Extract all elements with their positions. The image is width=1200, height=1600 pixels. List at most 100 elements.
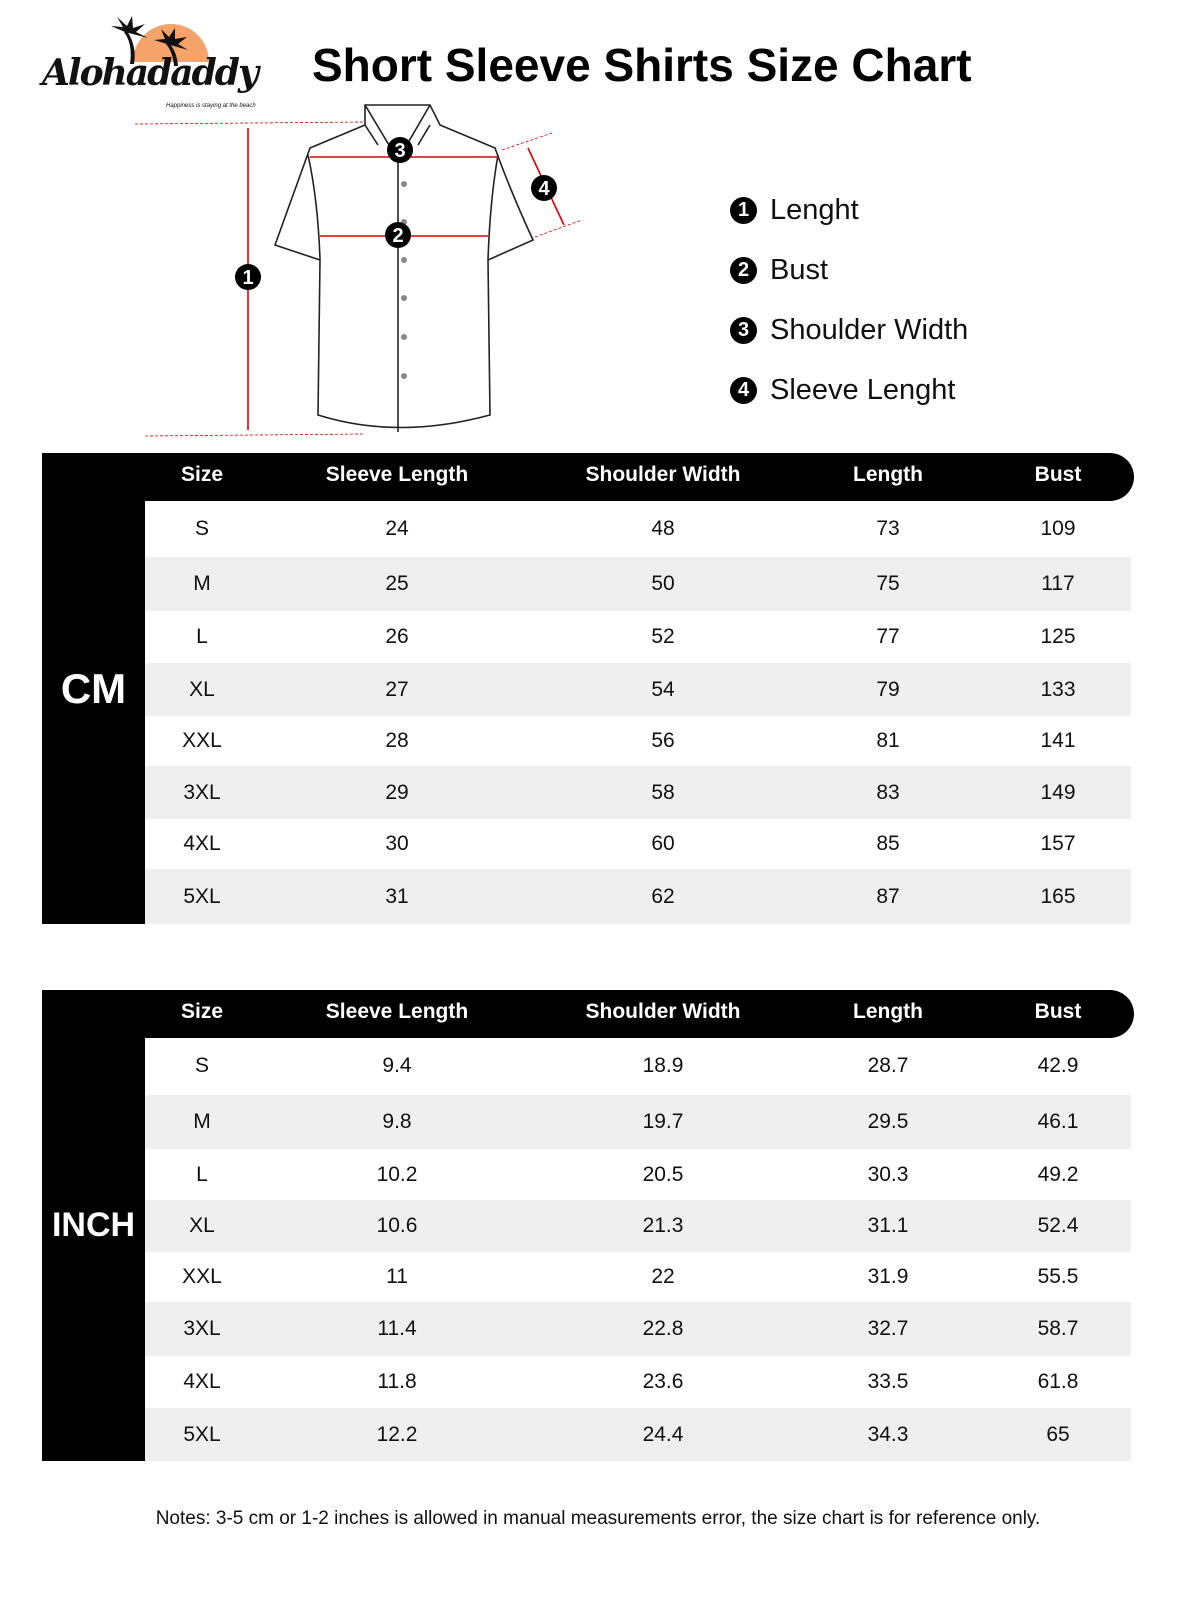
shirt-diagram: 1 2 3 4 — [134, 104, 583, 437]
table-cell: 23.6 — [642, 1370, 684, 1393]
legend-label: Lenght — [770, 193, 859, 226]
table-row: S 9.4 18.9 28.7 42.9 — [145, 1037, 1131, 1095]
table-cell: 125 — [1040, 625, 1076, 648]
table-row: 4XL 30 60 85 157 — [145, 819, 1131, 869]
table-cell: M — [193, 572, 211, 595]
legend-label: Shoulder Width — [770, 313, 969, 346]
table-cell: 31.9 — [867, 1265, 909, 1288]
table-cell: 165 — [1040, 884, 1076, 908]
column-header: Size — [180, 1000, 224, 1023]
table-cell: 65 — [1046, 1422, 1070, 1446]
table-cell: 54 — [651, 677, 675, 701]
table-cell: 117 — [1041, 572, 1075, 595]
table-row: M 25 50 75 117 — [145, 557, 1131, 611]
table-cell: 24.4 — [642, 1422, 684, 1446]
table-cell: 12.2 — [376, 1422, 418, 1446]
brand-name: Alohadaddy — [42, 52, 259, 94]
table-cell: 29 — [385, 780, 409, 804]
table-cell: 79 — [876, 677, 900, 701]
table-cell: 87 — [876, 884, 900, 908]
table-cell: 11 — [386, 1265, 408, 1288]
table-cell: 9.8 — [382, 1110, 412, 1133]
table-cell: XXL — [182, 729, 222, 752]
number-badge-icon: 3 — [730, 316, 757, 344]
table-cell: 149 — [1040, 780, 1076, 804]
table-row: M 9.8 19.7 29.5 46.1 — [145, 1095, 1131, 1149]
table-cell: 3XL — [183, 1317, 221, 1340]
table-cell: 157 — [1040, 832, 1076, 855]
column-header: Size — [180, 463, 224, 486]
table-cell: 11.4 — [377, 1317, 417, 1340]
table-cell: 62 — [651, 884, 675, 908]
table-cell: 3XL — [183, 780, 221, 804]
table-cell: 26 — [385, 625, 409, 648]
column-header: Bust — [1034, 1000, 1082, 1023]
table-cell: 9.4 — [382, 1054, 412, 1077]
table-row: XXL 11 22 31.9 55.5 — [145, 1252, 1131, 1302]
table-row: L 10.2 20.5 30.3 49.2 — [145, 1149, 1131, 1200]
column-header: Length — [853, 463, 923, 486]
table-cell: 27 — [385, 677, 409, 701]
size-table-cm: CM Size Sleeve Length Shoulder Width Length B… — [42, 453, 1134, 924]
table-row: 5XL 31 62 87 165 — [145, 869, 1131, 924]
palm-sun-icon — [111, 16, 209, 66]
table-cell: 60 — [651, 832, 675, 855]
table-cell: 83 — [876, 780, 900, 804]
table-row: L 26 52 77 125 — [145, 611, 1131, 663]
legend-item: 3 Shoulder Width — [730, 300, 968, 360]
table-row: S 24 48 73 109 — [145, 500, 1131, 557]
table-cell: 10.2 — [376, 1162, 418, 1186]
table-cell: 5XL — [183, 884, 221, 908]
table-cell: 24 — [385, 516, 409, 540]
table-cell: 25 — [385, 572, 409, 595]
column-header: Bust — [1034, 463, 1082, 486]
table-cell: 73 — [876, 516, 900, 540]
number-badge-icon: 4 — [730, 376, 757, 404]
table-cell: 4XL — [183, 832, 221, 855]
table-row: 4XL 11.8 23.6 33.5 61.8 — [145, 1356, 1131, 1408]
column-header: Sleeve Length — [325, 463, 469, 486]
table-cell: 50 — [651, 572, 675, 595]
table-cell: 29.5 — [867, 1110, 909, 1133]
table-cell: 109 — [1040, 516, 1076, 540]
column-header: Shoulder Width — [585, 1000, 741, 1023]
table-row: 5XL 12.2 24.4 34.3 65 — [145, 1408, 1131, 1461]
brand-tagline: Happiness is staying at the beach — [166, 103, 256, 109]
table-cell: 32.7 — [867, 1317, 909, 1340]
legend-label: Bust — [770, 253, 829, 286]
table-cell: XL — [189, 1214, 215, 1237]
page-title: Short Sleeve Shirts Size Chart — [312, 39, 972, 91]
table-cell: 33.5 — [867, 1370, 909, 1393]
table-cell: 56 — [651, 729, 675, 752]
table-cell: 5XL — [183, 1422, 221, 1446]
table-cell: 58.7 — [1037, 1317, 1079, 1340]
table-cell: 133 — [1040, 677, 1076, 701]
brand-logo: Alohadaddy Happiness is staying at the b… — [38, 14, 288, 114]
unit-label: INCH — [42, 990, 145, 1461]
table-cell: XXL — [182, 1265, 222, 1288]
table-cell: 10.6 — [376, 1214, 418, 1237]
table-cell: 21.3 — [642, 1214, 684, 1237]
table-cell: 22.8 — [642, 1317, 684, 1340]
size-table-inch: INCH Size Sleeve Length Shoulder Width Lengt… — [42, 990, 1134, 1461]
column-header: Sleeve Length — [325, 1000, 469, 1023]
table-cell: 77 — [876, 625, 900, 648]
legend-item: 4 Sleeve Lenght — [730, 360, 968, 420]
table-cell: L — [196, 625, 208, 648]
table-cell: 75 — [876, 572, 900, 595]
column-header: Length — [853, 1000, 923, 1023]
legend-label: Sleeve Lenght — [770, 373, 956, 406]
table-cell: 49.2 — [1037, 1162, 1079, 1186]
table-header: Size Sleeve Length Shoulder Width Length Bus… — [42, 453, 1134, 501]
table-cell: 30 — [385, 832, 409, 855]
number-badge-icon: 2 — [730, 256, 757, 284]
column-header: Shoulder Width — [585, 463, 741, 486]
table-cell: 34.3 — [867, 1422, 909, 1446]
table-cell: 55.5 — [1037, 1265, 1079, 1288]
table-cell: 48 — [651, 516, 675, 540]
table-row: 3XL 29 58 83 149 — [145, 766, 1131, 819]
table-cell: 31.1 — [867, 1214, 909, 1237]
table-row: XL 27 54 79 133 — [145, 663, 1131, 716]
notes: Notes: 3-5 cm or 1-2 inches is allowed i… — [155, 1508, 1041, 1529]
